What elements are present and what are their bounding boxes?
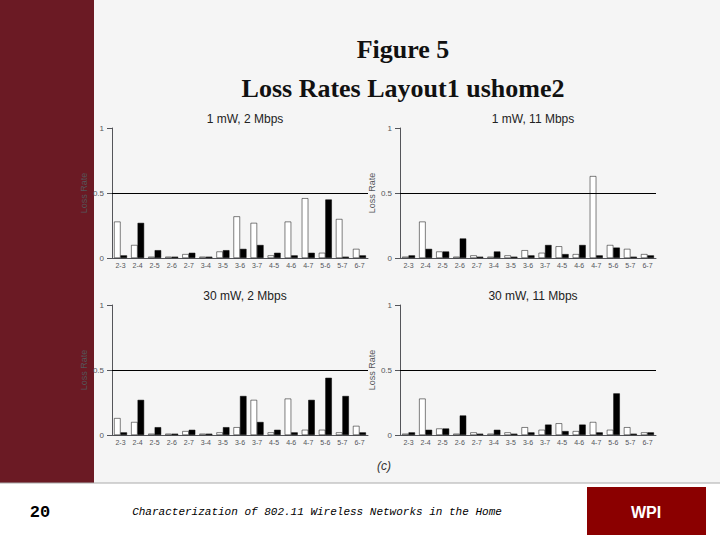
svg-text:1: 1 [388,301,393,310]
svg-text:0.5: 0.5 [93,189,105,198]
svg-text:5-6: 5-6 [608,439,618,446]
svg-text:3-7: 3-7 [540,439,550,446]
svg-text:4-5: 4-5 [269,439,279,446]
svg-text:5-7: 5-7 [337,262,347,269]
svg-text:Loss Rate: Loss Rate [79,173,89,214]
svg-text:5-7: 5-7 [625,439,635,446]
svg-text:0.5: 0.5 [381,189,393,198]
svg-text:3-4: 3-4 [489,262,499,269]
svg-text:2-7: 2-7 [472,439,482,446]
svg-text:3-6: 3-6 [235,262,245,269]
svg-text:0: 0 [388,254,393,263]
svg-text:Loss Rate: Loss Rate [366,172,377,214]
svg-text:2-7: 2-7 [184,262,194,269]
svg-text:6-7: 6-7 [354,439,364,446]
svg-text:0: 0 [388,431,393,440]
svg-text:4-5: 4-5 [557,262,567,269]
svg-text:0: 0 [100,431,105,440]
svg-text:1: 1 [100,124,105,133]
svg-text:(c): (c) [377,459,391,473]
svg-text:2-4: 2-4 [133,262,143,269]
svg-text:Figure 5: Figure 5 [357,35,450,64]
svg-text:3-6: 3-6 [523,262,533,269]
svg-text:5-7: 5-7 [337,439,347,446]
svg-text:20: 20 [30,503,50,522]
svg-text:4-6: 4-6 [574,262,584,269]
svg-text:5-6: 5-6 [320,262,330,269]
svg-text:3-7: 3-7 [252,439,262,446]
svg-text:Loss Rates Layout1 ushome2: Loss Rates Layout1 ushome2 [242,74,565,103]
svg-text:2-3: 2-3 [403,262,413,269]
svg-text:5-6: 5-6 [608,262,618,269]
svg-text:2-5: 2-5 [438,262,448,269]
svg-text:4-6: 4-6 [574,439,584,446]
svg-text:0.5: 0.5 [381,366,393,375]
svg-text:4-5: 4-5 [557,439,567,446]
svg-text:1 mW, 2 Mbps: 1 mW, 2 Mbps [207,112,284,126]
svg-text:2-6: 2-6 [167,262,177,269]
svg-text:3-4: 3-4 [201,262,211,269]
svg-text:2-7: 2-7 [184,439,194,446]
svg-text:2-3: 2-3 [115,262,125,269]
svg-text:30 mW, 2 Mbps: 30 mW, 2 Mbps [203,289,286,303]
svg-text:3-7: 3-7 [252,262,262,269]
svg-text:2-4: 2-4 [133,439,143,446]
svg-text:2-3: 2-3 [115,439,125,446]
svg-text:4-7: 4-7 [591,262,601,269]
svg-text:4-7: 4-7 [303,262,313,269]
svg-text:WPI: WPI [631,504,661,521]
svg-text:0: 0 [100,254,105,263]
svg-text:4-7: 4-7 [303,439,313,446]
svg-text:1: 1 [388,124,393,133]
svg-text:2-6: 2-6 [455,439,465,446]
svg-text:2-5: 2-5 [438,439,448,446]
svg-text:2-5: 2-5 [150,262,160,269]
svg-text:2-7: 2-7 [472,262,482,269]
svg-text:6-7: 6-7 [354,262,364,269]
svg-text:2-5: 2-5 [150,439,160,446]
svg-text:2-6: 2-6 [167,439,177,446]
svg-text:30 mW, 11 Mbps: 30 mW, 11 Mbps [488,289,577,303]
svg-text:5-7: 5-7 [625,262,635,269]
svg-text:0.5: 0.5 [93,366,105,375]
svg-text:2-4: 2-4 [421,439,431,446]
svg-text:6-7: 6-7 [642,262,652,269]
svg-text:3-5: 3-5 [218,262,228,269]
svg-text:4-6: 4-6 [286,439,296,446]
svg-text:3-5: 3-5 [506,439,516,446]
svg-text:3-4: 3-4 [489,439,499,446]
svg-text:1: 1 [100,301,105,310]
svg-text:5-6: 5-6 [320,439,330,446]
svg-text:3-6: 3-6 [235,439,245,446]
svg-text:2-4: 2-4 [421,262,431,269]
svg-text:4-6: 4-6 [286,262,296,269]
svg-text:Loss Rate: Loss Rate [366,349,377,391]
svg-text:4-5: 4-5 [269,262,279,269]
svg-text:3-7: 3-7 [540,262,550,269]
svg-text:2-6: 2-6 [455,262,465,269]
svg-text:Characterization of 802.11 Wir: Characterization of 802.11 Wireless Netw… [132,506,502,518]
svg-text:3-6: 3-6 [523,439,533,446]
svg-text:2-3: 2-3 [403,439,413,446]
svg-text:3-5: 3-5 [506,262,516,269]
svg-text:Loss Rate: Loss Rate [79,350,89,391]
svg-text:3-5: 3-5 [218,439,228,446]
svg-text:6-7: 6-7 [642,439,652,446]
svg-text:3-4: 3-4 [201,439,211,446]
svg-text:1 mW, 11 Mbps: 1 mW, 11 Mbps [492,112,574,126]
svg-text:4-7: 4-7 [591,439,601,446]
